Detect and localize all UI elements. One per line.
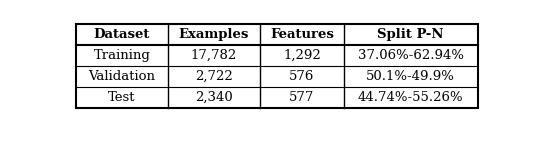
Text: Split P-N: Split P-N xyxy=(377,28,444,41)
Text: 2,340: 2,340 xyxy=(195,91,233,104)
Text: 1,292: 1,292 xyxy=(283,49,321,62)
Text: 37.06%-62.94%: 37.06%-62.94% xyxy=(357,49,464,62)
Text: Test: Test xyxy=(108,91,136,104)
Bar xyxy=(76,24,478,108)
Text: 2,722: 2,722 xyxy=(195,70,233,83)
Text: 44.74%-55.26%: 44.74%-55.26% xyxy=(358,91,463,104)
Text: 17,782: 17,782 xyxy=(191,49,237,62)
Text: 577: 577 xyxy=(289,91,314,104)
Text: 576: 576 xyxy=(289,70,314,83)
Text: Validation: Validation xyxy=(89,70,156,83)
Text: Examples: Examples xyxy=(179,28,249,41)
Text: 50.1%-49.9%: 50.1%-49.9% xyxy=(366,70,455,83)
Text: Features: Features xyxy=(270,28,334,41)
Text: Dataset: Dataset xyxy=(94,28,150,41)
Text: Training: Training xyxy=(93,49,150,62)
